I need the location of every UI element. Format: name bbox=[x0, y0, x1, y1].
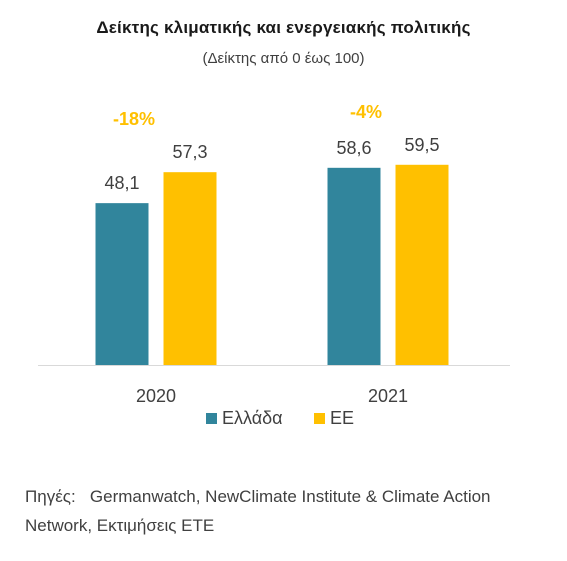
bar-greece-2020 bbox=[95, 203, 149, 365]
chart-title: Δείκτης κλιματικής και ενεργειακής πολιτ… bbox=[96, 18, 471, 37]
x-tick-label: 2020 bbox=[136, 386, 176, 406]
bar-greece-2021 bbox=[327, 167, 381, 365]
bar-chart: 48,1 57,3 2020 -18% 58,6 59,5 2021 -4% Ελλάδα ΕΕ bbox=[38, 102, 510, 428]
data-label: 59,5 bbox=[404, 135, 439, 155]
source-text: Germanwatch, NewClimate Institute & Clim… bbox=[25, 487, 491, 535]
legend-swatch-greece bbox=[206, 413, 217, 424]
bar-eu-2020 bbox=[163, 172, 217, 365]
legend-swatch-eu bbox=[314, 413, 325, 424]
source-note: Πηγές: Germanwatch, NewClimate Institute… bbox=[25, 482, 555, 540]
data-label: 57,3 bbox=[172, 142, 207, 162]
legend-label-greece: Ελλάδα bbox=[222, 408, 283, 428]
chart-subtitle: (Δείκτης από 0 έως 100) bbox=[202, 50, 365, 67]
bar-eu-2021 bbox=[395, 164, 449, 365]
x-tick-label: 2021 bbox=[368, 386, 408, 406]
legend-label-eu: ΕΕ bbox=[330, 408, 354, 428]
source-label: Πηγές: bbox=[25, 487, 76, 506]
change-annotation: -18% bbox=[113, 109, 155, 129]
change-annotation: -4% bbox=[350, 102, 382, 122]
data-label: 58,6 bbox=[336, 138, 371, 158]
data-label: 48,1 bbox=[104, 173, 139, 193]
